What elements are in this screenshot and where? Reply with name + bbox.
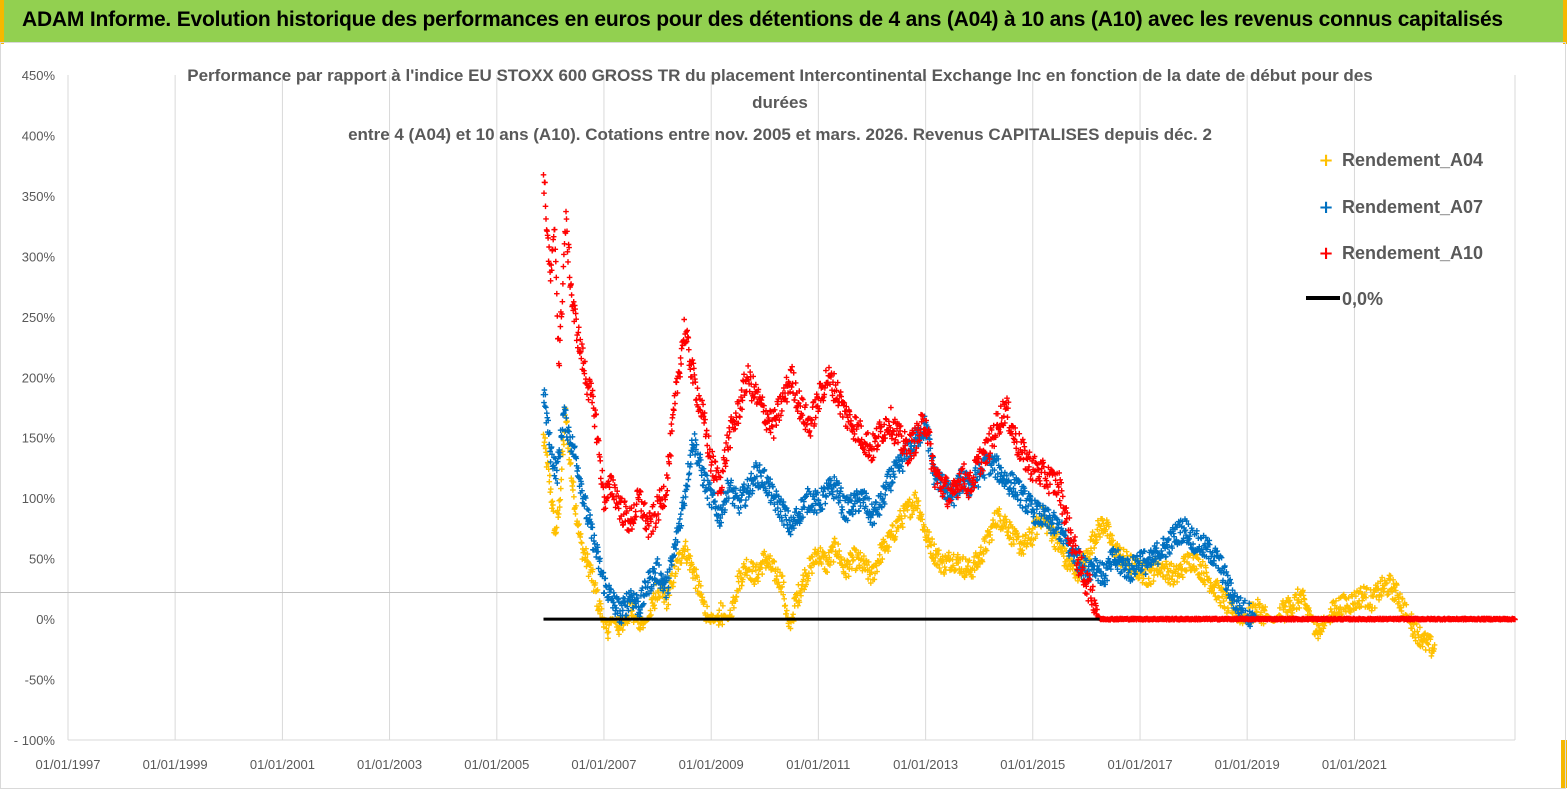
- x-tick-label: 01/01/2013: [893, 757, 958, 772]
- y-tick-label: 400%: [22, 128, 56, 143]
- legend-label-a07: Rendement_A07: [1342, 197, 1483, 217]
- x-tick-label: 01/01/2007: [571, 757, 636, 772]
- legend-marker-a04: +: [1318, 150, 1333, 171]
- y-tick-label: 200%: [22, 370, 56, 385]
- y-tick-label: -50%: [25, 673, 56, 688]
- y-tick-label: 450%: [22, 68, 56, 83]
- y-tick-label: - 100%: [14, 733, 56, 748]
- corner-accent-top-right: [1563, 0, 1567, 44]
- legend-label-zero: 0,0%: [1342, 289, 1383, 309]
- scatter-points-Rendement_A10: [540, 172, 1518, 623]
- x-tick-label: 01/01/1997: [35, 757, 100, 772]
- x-tick-label: 01/01/2017: [1108, 757, 1173, 772]
- chart-title-line-1: Performance par rapport à l'indice EU ST…: [187, 66, 1372, 85]
- chart-series: [540, 172, 1518, 659]
- x-tick-label: 01/01/2019: [1215, 757, 1280, 772]
- x-tick-label: 01/01/2005: [464, 757, 529, 772]
- x-tick-label: 01/01/2003: [357, 757, 422, 772]
- x-tick-label: 01/01/2021: [1322, 757, 1387, 772]
- chart-title-line-2: durées: [752, 93, 808, 112]
- y-tick-label: 0%: [36, 612, 55, 627]
- series-Rendement_A10: [540, 172, 1518, 623]
- corner-accent-top-left: [0, 0, 4, 44]
- y-tick-label: 250%: [22, 310, 56, 325]
- report-banner: ADAM Informe. Evolution historique des p…: [0, 0, 1567, 42]
- x-tick-label: 01/01/2001: [250, 757, 315, 772]
- y-tick-label: 150%: [22, 431, 56, 446]
- chart-title: Performance par rapport à l'indice EU ST…: [187, 66, 1372, 144]
- report-title: ADAM Informe. Evolution historique des p…: [22, 8, 1503, 31]
- x-tick-label: 01/01/2015: [1000, 757, 1065, 772]
- x-tick-label: 01/01/2011: [786, 757, 850, 772]
- x-axis-tick-labels: 01/01/1997 01/01/1999 01/01/2001 01/01/2003…: [35, 757, 1387, 772]
- y-tick-label: 100%: [22, 491, 56, 506]
- chart-grid: [0, 75, 1516, 741]
- y-tick-label: 350%: [22, 189, 56, 204]
- legend-label-a10: Rendement_A10: [1342, 243, 1483, 263]
- x-tick-label: 01/01/1999: [143, 757, 208, 772]
- legend-marker-a07: +: [1318, 197, 1333, 218]
- y-axis-tick-labels: 450% 400% 350% 300% 250% 200% 150% 100% 50% 0% -50…: [14, 68, 56, 748]
- x-tick-label: 01/01/2009: [679, 757, 744, 772]
- chart-title-line-3: entre 4 (A04) et 10 ans (A10). Cotations…: [348, 125, 1212, 144]
- corner-accent-bottom-right: [1561, 740, 1567, 788]
- y-tick-label: 300%: [22, 249, 56, 264]
- legend-label-a04: Rendement_A04: [1342, 150, 1483, 170]
- chart-legend: + Rendement_A04 + Rendement_A07 + Rendem…: [1306, 150, 1483, 309]
- y-tick-label: 50%: [29, 552, 55, 567]
- chart-frame: [0, 42, 1566, 789]
- legend-marker-a10: +: [1318, 243, 1333, 264]
